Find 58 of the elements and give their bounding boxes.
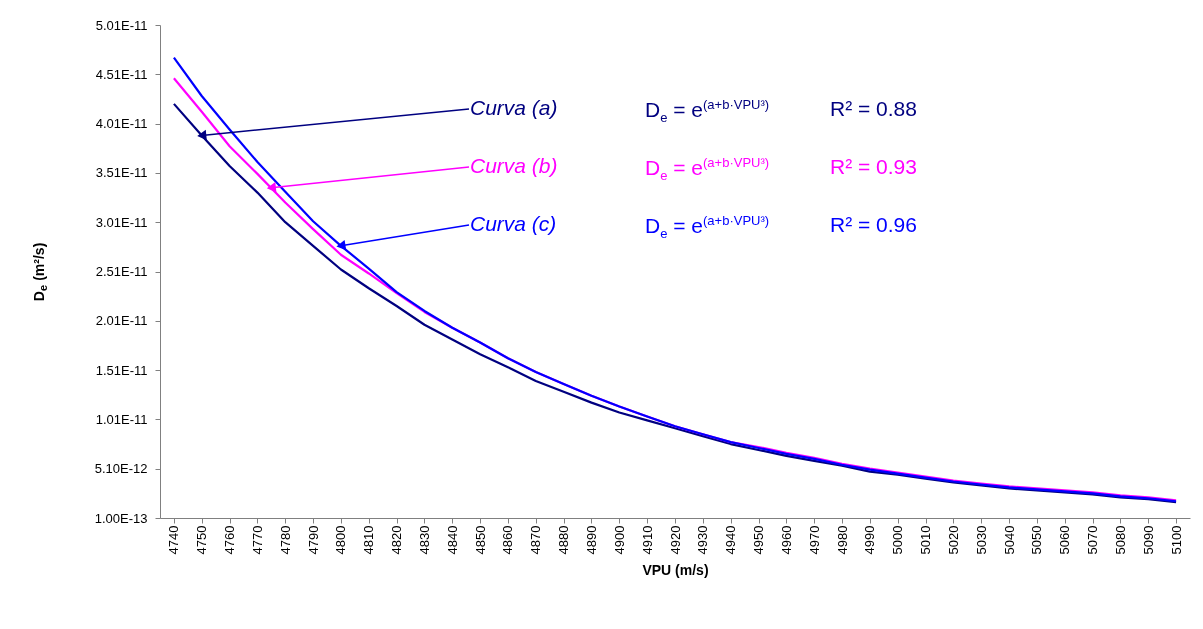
x-tick-label: 4770 bbox=[249, 525, 265, 555]
x-tick-label: 4750 bbox=[194, 525, 210, 555]
x-axis-title: VPU (m/s) bbox=[642, 562, 709, 579]
y-tick-label: 5.01E-11 bbox=[95, 17, 148, 33]
x-tick-label: 4880 bbox=[556, 525, 572, 555]
y-tick-label: 4.01E-11 bbox=[95, 116, 148, 132]
x-tick-label: 5000 bbox=[890, 525, 906, 555]
x-tick-label: 5010 bbox=[918, 525, 934, 555]
x-tick-label: 4920 bbox=[667, 525, 683, 555]
x-tick-label: 4780 bbox=[277, 525, 293, 555]
x-tick-label: 4840 bbox=[444, 525, 460, 555]
x-tick-label: 4860 bbox=[500, 525, 516, 555]
x-tick-label: 4940 bbox=[723, 525, 739, 555]
x-tick-label: 5070 bbox=[1085, 525, 1101, 555]
annotation: D$_{e}$ = e$^{(a+b·VPU³)}$ bbox=[645, 97, 770, 126]
annotation: Curva (c) bbox=[470, 212, 557, 235]
x-tick-label: 4740 bbox=[166, 525, 182, 555]
y-tick-label: 5.10E-12 bbox=[94, 461, 148, 477]
x-tick-label: 5090 bbox=[1140, 525, 1156, 555]
annotation: R² = 0.88 bbox=[830, 97, 917, 120]
annotation: D$_{e}$ = e$^{(a+b·VPU³)}$ bbox=[645, 155, 770, 184]
y-tick-label: 1.01E-11 bbox=[95, 411, 148, 427]
x-tick-label: 4810 bbox=[361, 525, 377, 555]
annotation: R² = 0.96 bbox=[830, 213, 917, 236]
y-tick-label: 4.51E-11 bbox=[95, 66, 148, 82]
annotation: R² = 0.93 bbox=[830, 155, 917, 178]
x-tick-label: 5030 bbox=[973, 525, 989, 555]
x-tick-label: 4820 bbox=[389, 525, 405, 555]
x-tick-label: 5060 bbox=[1057, 525, 1073, 555]
x-tick-label: 4950 bbox=[751, 525, 767, 555]
annotation: D$_{e}$ = e$^{(a+b·VPU³)}$ bbox=[645, 213, 770, 242]
y-tick-label: 1.00E-13 bbox=[94, 510, 148, 526]
x-tick-label: 4870 bbox=[528, 525, 544, 555]
x-tick-label: 4830 bbox=[416, 525, 432, 555]
x-tick-label: 4980 bbox=[834, 525, 850, 555]
x-tick-label: 5050 bbox=[1029, 525, 1045, 555]
x-tick-label: 4930 bbox=[695, 525, 711, 555]
annotation: Curva (b) bbox=[470, 154, 558, 177]
x-tick-label: 4800 bbox=[333, 525, 349, 555]
y-tick-label: 2.01E-11 bbox=[95, 313, 148, 329]
y-tick-label: 3.51E-11 bbox=[95, 165, 148, 181]
x-tick-label: 4960 bbox=[778, 525, 794, 555]
y-tick-label: 2.51E-11 bbox=[95, 264, 148, 279]
y-tick-label: 1.51E-11 bbox=[95, 362, 148, 378]
x-tick-label: 4790 bbox=[305, 525, 321, 555]
x-tick-label: 4990 bbox=[862, 525, 878, 555]
x-tick-label: 4890 bbox=[583, 525, 599, 555]
x-tick-label: 5080 bbox=[1112, 525, 1128, 555]
x-tick-label: 4970 bbox=[806, 525, 822, 555]
y-tick-label: 3.01E-11 bbox=[95, 214, 148, 230]
x-tick-label: 4900 bbox=[611, 525, 627, 555]
x-tick-label: 5040 bbox=[1001, 525, 1017, 555]
x-tick-label: 4760 bbox=[222, 525, 238, 555]
annotation: Curva (a) bbox=[470, 96, 558, 119]
x-tick-label: 4910 bbox=[639, 525, 655, 555]
x-tick-label: 5020 bbox=[945, 525, 961, 555]
x-tick-label: 4850 bbox=[472, 525, 488, 555]
x-tick-label: 5100 bbox=[1168, 525, 1184, 555]
